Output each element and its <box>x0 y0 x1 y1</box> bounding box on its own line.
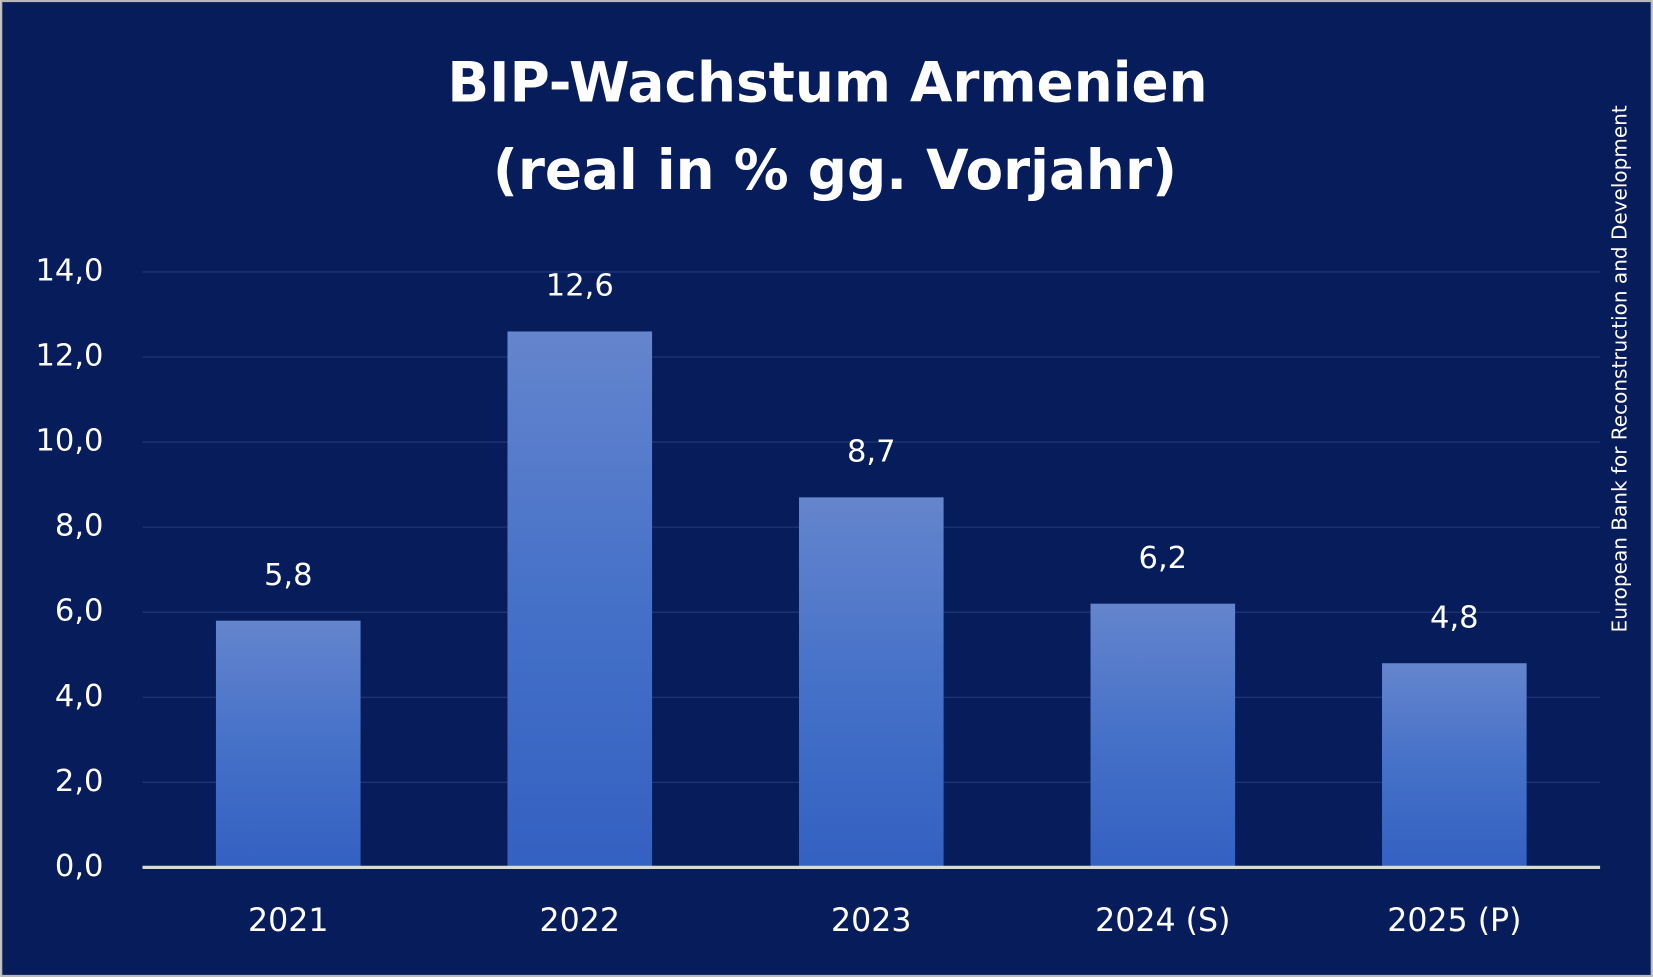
x-tick-label: 2025 (P) <box>1387 903 1521 939</box>
value-label: 5,8 <box>264 558 313 593</box>
y-tick-label: 10,0 <box>35 424 103 459</box>
bar <box>1090 603 1236 868</box>
x-tick-label: 2023 <box>831 903 911 939</box>
bar <box>1382 663 1527 868</box>
y-tick-label: 6,0 <box>55 594 104 629</box>
source-note: European Bank for Reconstruction and Dev… <box>1608 105 1632 632</box>
x-tick-label: 2024 (S) <box>1095 903 1230 939</box>
y-tick-label: 12,0 <box>35 338 103 373</box>
x-tick-label: 2021 <box>248 903 328 939</box>
chart-title: BIP-Wachstum Armenien <box>447 51 1207 115</box>
bar <box>215 620 361 868</box>
y-tick-label: 2,0 <box>55 764 104 799</box>
y-tick-label: 14,0 <box>35 253 103 288</box>
value-label: 6,2 <box>1139 541 1188 576</box>
x-tick-label: 2022 <box>540 903 620 939</box>
value-label: 12,6 <box>546 269 614 304</box>
y-tick-label: 0,0 <box>55 849 104 884</box>
value-label: 4,8 <box>1430 600 1479 635</box>
value-label: 8,7 <box>847 435 896 470</box>
plot-area: 0,0 2,0 4,0 6,0 8,0 10,0 12,0 14,0 2021 5,8 2022 12… <box>35 253 1601 939</box>
chart-subtitle: (real in % gg. Vorjahr) <box>493 138 1177 202</box>
bar <box>507 331 653 868</box>
y-tick-label: 4,0 <box>55 679 104 714</box>
y-tick-label: 8,0 <box>55 509 104 544</box>
bar <box>798 497 944 868</box>
